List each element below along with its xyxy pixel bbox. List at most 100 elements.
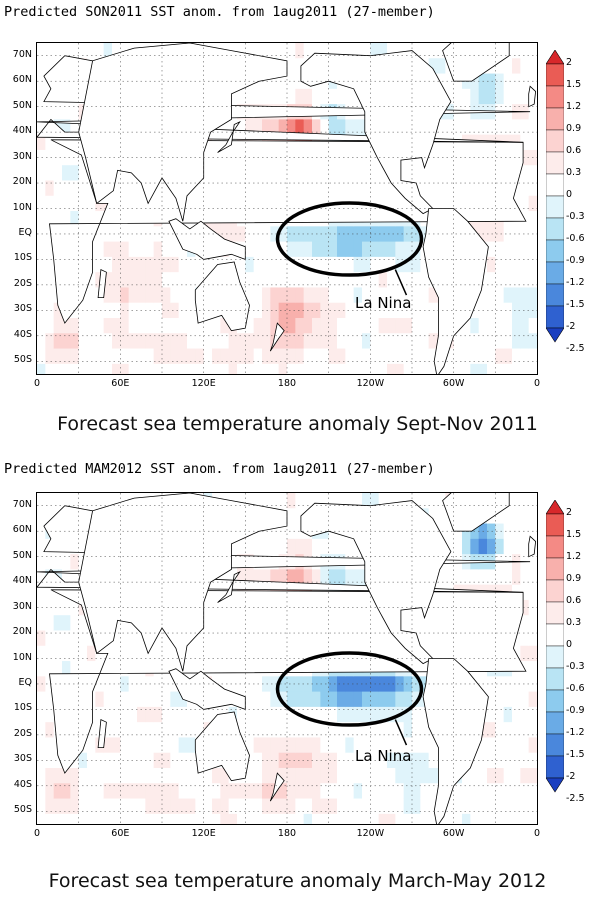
panel-2-colorbar	[545, 499, 565, 844]
colorbar-tick-label: -1.2	[566, 727, 585, 738]
colorbar-segment	[545, 689, 565, 713]
colorbar-tick-label: -1.5	[566, 749, 585, 760]
colorbar-segment	[545, 173, 565, 197]
colorbar-tick-label: -0.6	[566, 233, 585, 244]
colorbar-segment	[545, 711, 565, 735]
lat-tick-label: 30N	[12, 600, 32, 612]
lat-tick-label: 60N	[12, 524, 32, 536]
graticule	[37, 493, 537, 824]
colorbar-segment	[545, 217, 565, 241]
colorbar-segment	[545, 645, 565, 669]
lat-tick-label: 50N	[12, 549, 32, 561]
panel-1-title: Predicted SON2011 SST anom. from 1aug201…	[4, 4, 435, 20]
colorbar-top-arrow	[545, 49, 565, 65]
colorbar-segment	[545, 283, 565, 307]
colorbar-tick-label: 0.9	[566, 123, 582, 134]
colorbar-tick-label: 0.6	[566, 595, 582, 606]
land-australia	[194, 711, 250, 782]
lon-tick-label: 120W	[356, 378, 385, 389]
colorbar-segment	[545, 667, 565, 691]
colorbar-segment	[545, 733, 565, 757]
colorbar-tick-label: -0.3	[566, 211, 585, 222]
lat-tick-label: 20N	[12, 626, 32, 638]
lat-tick-label: 70N	[12, 498, 32, 510]
colorbar-segment	[545, 85, 565, 109]
land-new-zealand	[269, 322, 285, 352]
land-madagascar	[97, 718, 107, 749]
panel-1-colorbar	[545, 49, 565, 394]
colorbar-segment	[545, 107, 565, 131]
lat-tick-label: 50S	[13, 354, 32, 366]
lon-tick-label: 180	[277, 828, 297, 839]
land-uk	[528, 85, 537, 108]
panel-2-caption: Forecast sea temperature anomaly March-M…	[48, 870, 547, 892]
continents	[37, 493, 537, 824]
lat-tick-label: 20S	[13, 727, 32, 739]
colorbar-segment	[545, 305, 565, 329]
lon-tick-label: 120E	[191, 378, 216, 389]
lon-tick-label: 0	[533, 378, 541, 389]
colorbar-segment	[545, 755, 565, 779]
land-greenland	[442, 43, 510, 82]
colorbar-segment	[545, 513, 565, 537]
lat-tick-label: 10N	[12, 651, 32, 663]
colorbar-tick-label: 1.2	[566, 551, 582, 562]
colorbar-tick-label: -2	[566, 771, 576, 782]
colorbar-segment	[545, 535, 565, 559]
lat-tick-label: 40S	[13, 328, 32, 340]
land-japan	[217, 570, 241, 603]
lat-tick-label: 40N	[12, 575, 32, 587]
lat-tick-label: 10S	[13, 702, 32, 714]
lat-tick-label: 30N	[12, 150, 32, 162]
colorbar-segment	[545, 129, 565, 153]
lon-tick-label: 60E	[111, 378, 130, 389]
land-madagascar	[97, 268, 107, 299]
panel-2-title: Predicted MAM2012 SST anom. from 1aug201…	[4, 461, 435, 477]
lon-tick-label: 0	[533, 828, 541, 839]
lon-tick-label: 60W	[442, 828, 465, 839]
colorbar-bottom-arrow	[545, 777, 565, 793]
lon-tick-label: 120E	[191, 828, 216, 839]
colorbar-segment	[545, 579, 565, 603]
colorbar-segment	[545, 557, 565, 581]
graticule	[37, 43, 537, 374]
lat-tick-label: 50N	[12, 99, 32, 111]
lon-tick-label: 0	[33, 378, 41, 389]
colorbar-tick-label: 2	[566, 507, 573, 518]
colorbar-segment	[545, 239, 565, 263]
lat-tick-label: 30S	[13, 303, 32, 315]
lat-tick-label: 20S	[13, 277, 32, 289]
colorbar-tick-label: -0.3	[566, 661, 585, 672]
colorbar-top-arrow	[545, 499, 565, 515]
land-japan	[217, 120, 241, 153]
colorbar-tick-label: 0.9	[566, 573, 582, 584]
colorbar-tick-label: -1.2	[566, 277, 585, 288]
colorbar-tick-label: 0.6	[566, 145, 582, 156]
lat-tick-label: 10N	[12, 201, 32, 213]
lat-tick-label: 50S	[13, 804, 32, 816]
la-nina-ellipse	[275, 651, 424, 727]
la-nina-pointer	[394, 719, 408, 746]
lon-tick-label: 120W	[356, 828, 385, 839]
land-greenland	[442, 493, 510, 532]
la-nina-pointer	[394, 269, 408, 296]
land-australia	[194, 261, 250, 332]
la-nina-ellipse	[275, 201, 424, 277]
land-asia	[78, 43, 288, 222]
colorbar-tick-label: -2	[566, 321, 576, 332]
colorbar-tick-label: -2.5	[566, 343, 585, 354]
colorbar-bottom-arrow	[545, 327, 565, 343]
panel-2-map	[36, 492, 538, 825]
colorbar-tick-label: -0.9	[566, 705, 585, 716]
lat-tick-label: 10S	[13, 252, 32, 264]
panel-1-la-nina-label: La Nina	[355, 294, 412, 312]
colorbar-segment	[545, 195, 565, 219]
lon-tick-label: 180	[277, 378, 297, 389]
lat-tick-label: 20N	[12, 176, 32, 188]
colorbar-tick-label: -0.6	[566, 683, 585, 694]
colorbar-tick-label: 0	[566, 189, 573, 200]
colorbar-tick-label: 1.5	[566, 529, 582, 540]
lat-tick-label: 30S	[13, 753, 32, 765]
colorbar-tick-label: -0.9	[566, 255, 585, 266]
lat-tick-label: EQ	[18, 226, 32, 238]
